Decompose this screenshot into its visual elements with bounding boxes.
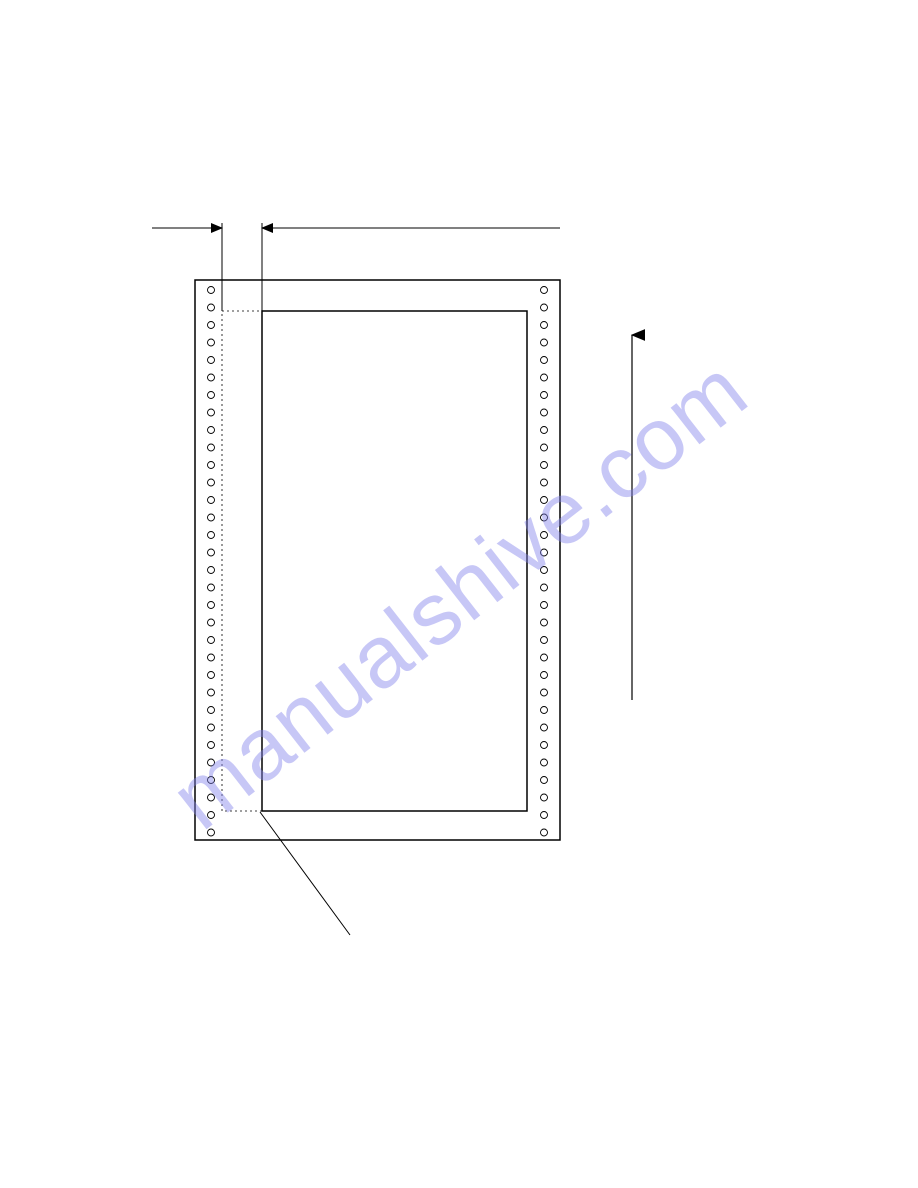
sprocket-hole — [541, 409, 548, 416]
sprocket-hole — [541, 532, 548, 539]
sprocket-hole — [541, 392, 548, 399]
sprocket-hole — [208, 602, 215, 609]
sprocket-hole — [541, 549, 548, 556]
sprocket-hole — [541, 707, 548, 714]
sprocket-hole — [541, 654, 548, 661]
sprocket-hole — [208, 742, 215, 749]
sprocket-hole — [541, 479, 548, 486]
sprocket-hole — [208, 637, 215, 644]
sprocket-hole — [541, 374, 548, 381]
sprocket-hole — [541, 584, 548, 591]
technical-diagram-svg — [0, 0, 918, 1188]
sprocket-hole — [208, 514, 215, 521]
sprocket-hole — [208, 707, 215, 714]
sprocket-hole — [541, 619, 548, 626]
sprocket-hole — [541, 829, 548, 836]
outer-paper-rect — [195, 280, 560, 840]
sprocket-hole — [208, 392, 215, 399]
sprocket-hole — [541, 602, 548, 609]
sprocket-hole — [541, 672, 548, 679]
inner-print-rect — [262, 311, 527, 811]
sprocket-hole — [208, 829, 215, 836]
sprocket-hole — [208, 567, 215, 574]
sprocket-hole — [541, 357, 548, 364]
sprocket-hole — [541, 777, 548, 784]
callout-line — [260, 812, 350, 935]
sprocket-hole — [541, 724, 548, 731]
sprocket-hole — [541, 444, 548, 451]
sprocket-hole — [208, 689, 215, 696]
sprocket-holes-right — [541, 287, 548, 837]
sprocket-hole — [541, 742, 548, 749]
sprocket-hole — [208, 497, 215, 504]
sprocket-hole — [541, 514, 548, 521]
sprocket-hole — [208, 304, 215, 311]
sprocket-hole — [541, 304, 548, 311]
sprocket-hole — [208, 549, 215, 556]
sprocket-hole — [541, 567, 548, 574]
sprocket-hole — [208, 462, 215, 469]
sprocket-hole — [541, 689, 548, 696]
sprocket-hole — [208, 672, 215, 679]
sprocket-hole — [541, 794, 548, 801]
sprocket-hole — [208, 322, 215, 329]
sprocket-hole — [208, 654, 215, 661]
sprocket-hole — [541, 462, 548, 469]
sprocket-hole — [541, 322, 548, 329]
sprocket-hole — [208, 287, 215, 294]
sprocket-hole — [541, 812, 548, 819]
sprocket-hole — [541, 287, 548, 294]
dotted-margin-rect — [222, 311, 262, 811]
sprocket-hole — [208, 759, 215, 766]
sprocket-hole — [208, 812, 215, 819]
sprocket-hole — [208, 777, 215, 784]
sprocket-hole — [208, 532, 215, 539]
sprocket-hole — [541, 497, 548, 504]
sprocket-hole — [208, 794, 215, 801]
sprocket-hole — [208, 479, 215, 486]
sprocket-hole — [208, 374, 215, 381]
sprocket-hole — [541, 759, 548, 766]
sprocket-hole — [541, 637, 548, 644]
sprocket-hole — [208, 584, 215, 591]
sprocket-holes-left — [208, 287, 215, 837]
sprocket-hole — [208, 724, 215, 731]
sprocket-hole — [208, 409, 215, 416]
sprocket-hole — [208, 339, 215, 346]
diagram-container: manualshive.com — [0, 0, 918, 1188]
sprocket-hole — [208, 619, 215, 626]
sprocket-hole — [208, 444, 215, 451]
sprocket-hole — [541, 427, 548, 434]
sprocket-hole — [541, 339, 548, 346]
sprocket-hole — [208, 357, 215, 364]
sprocket-hole — [208, 427, 215, 434]
